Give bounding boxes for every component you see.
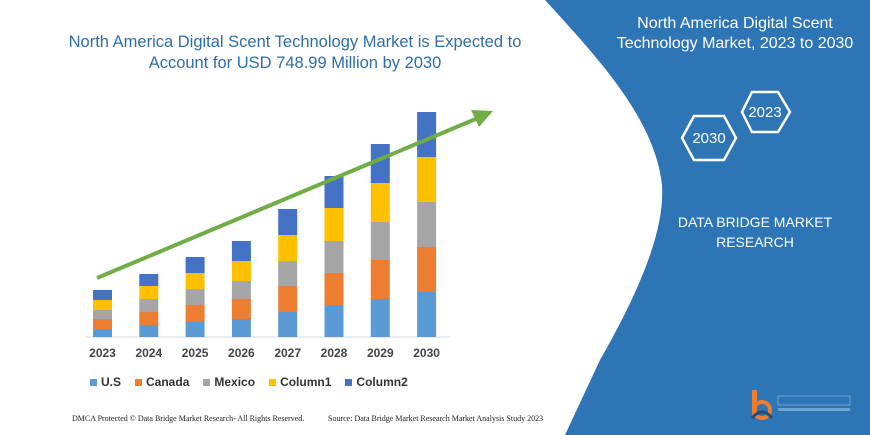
legend-item: Column2 <box>345 375 408 389</box>
legend-item: Mexico <box>203 375 255 389</box>
bar-segment-2030-column2 <box>417 112 437 157</box>
legend-label: U.S <box>101 375 122 389</box>
bar-segment-2023-us <box>93 329 112 337</box>
bar-segment-2024-mexico <box>139 299 159 312</box>
bar-segment-2029-mexico <box>370 222 390 260</box>
bar-segment-2026-column1 <box>231 261 251 281</box>
x-tick-label: 2026 <box>228 346 255 360</box>
brand-text: DATA BRIDGE MARKET RESEARCH <box>677 214 833 250</box>
bar-segment-2025-mexico <box>185 289 205 305</box>
x-tick-label: 2025 <box>181 346 209 360</box>
bar-segment-2023-mexico <box>93 310 112 319</box>
x-tick-label: 2030 <box>413 346 440 360</box>
bar-segment-2030-mexico <box>417 202 437 247</box>
bar-segment-2025-us <box>185 322 205 337</box>
bar-segment-2028-mexico <box>324 241 344 273</box>
company-logo <box>750 388 855 428</box>
legend-label: Mexico <box>214 375 256 389</box>
bar-segment-2024-column1 <box>139 286 159 299</box>
bar-segment-2029-us <box>370 299 390 337</box>
x-tick-label: 2029 <box>366 346 394 360</box>
bar-segment-2026-us <box>231 319 251 337</box>
bar-segment-2028-canada <box>324 273 344 305</box>
bar-segment-2024-column2 <box>139 274 159 286</box>
source: Source: Data Bridge Market Research Mark… <box>328 414 544 423</box>
bar-segment-2028-column2 <box>324 176 344 208</box>
bar-segment-2023-column1 <box>93 300 112 310</box>
bar-segment-2024-us <box>139 325 159 337</box>
legend-item: U.S <box>90 375 121 389</box>
bar-segment-2026-mexico <box>231 281 251 299</box>
hex-year-2030: 2030 <box>692 130 726 147</box>
bar-segment-2025-column1 <box>185 273 205 289</box>
bar-segment-2027-canada <box>278 286 298 312</box>
bar-segment-2027-us <box>278 312 298 337</box>
x-tick-label: 2028 <box>320 346 348 360</box>
bar-segment-2026-canada <box>231 299 251 319</box>
side-panel-title: North America Digital Scent Technology M… <box>616 15 854 52</box>
bar-segment-2026-column2 <box>231 241 251 261</box>
bar-segment-2023-canada <box>93 319 112 329</box>
bar-segment-2029-column1 <box>370 183 390 222</box>
bar-segment-2025-canada <box>185 305 205 322</box>
bar-segment-2028-column1 <box>324 208 344 241</box>
bars <box>93 112 437 337</box>
bar-segment-2023-column2 <box>93 290 112 300</box>
bar-segment-2025-column2 <box>185 257 205 273</box>
x-tick-label: 2027 <box>274 346 302 360</box>
bar-segment-2030-us <box>417 292 437 337</box>
bar-segment-2029-canada <box>370 260 390 299</box>
copyright: DMCA Protected © Data Bridge Market Rese… <box>72 414 305 423</box>
bar-segment-2027-column2 <box>278 209 298 235</box>
legend-label: Column1 <box>280 375 332 389</box>
bar-segment-2027-mexico <box>278 261 298 286</box>
hex-year-2023: 2023 <box>748 104 782 121</box>
bar-segment-2030-column1 <box>417 157 437 202</box>
bar-segment-2028-us <box>324 305 344 337</box>
bar-segment-2030-canada <box>417 247 437 292</box>
x-tick-label: 2024 <box>135 346 163 360</box>
legend-label: Column2 <box>356 375 408 389</box>
trend-arrow <box>96 110 493 280</box>
legend-item: Canada <box>135 375 189 389</box>
legend: U.S Canada Mexico Column1 Column2 <box>90 375 408 389</box>
chart-title: North America Digital Scent Technology M… <box>68 33 522 72</box>
bar-segment-2027-column1 <box>278 235 298 261</box>
bar-segment-2029-column2 <box>370 144 390 183</box>
legend-item: Column1 <box>269 375 331 389</box>
legend-label: Canada <box>146 375 190 389</box>
x-tick-label: 2023 <box>89 346 116 360</box>
hexagon-2023 <box>680 90 792 162</box>
bar-segment-2024-canada <box>139 312 159 325</box>
